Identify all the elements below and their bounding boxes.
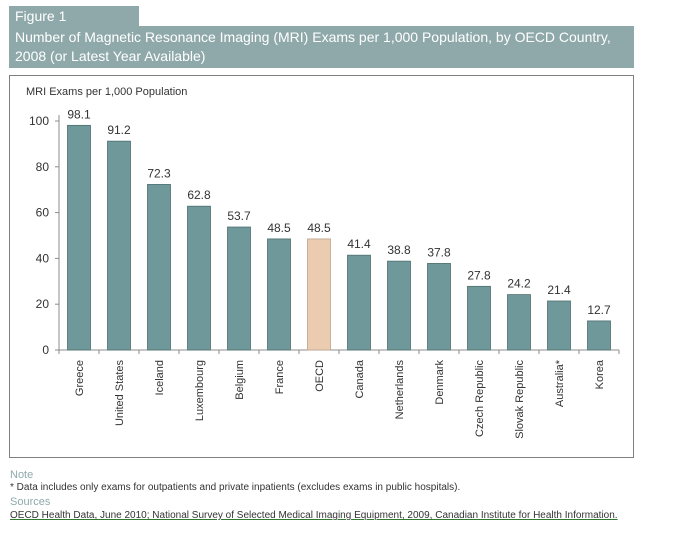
bar-greece xyxy=(67,124,91,351)
bar-slovak-republic xyxy=(507,294,531,351)
bar-value-label: 48.5 xyxy=(307,221,331,235)
y-tick-label: 60 xyxy=(36,206,50,220)
x-category-label: Canada xyxy=(354,359,366,398)
bar-netherlands xyxy=(387,260,411,351)
bar-value-label: 24.2 xyxy=(507,277,531,291)
x-category-label: Czech Republic xyxy=(474,360,486,438)
x-category-label: Denmark xyxy=(434,360,446,405)
bar-oecd xyxy=(307,238,331,351)
x-category-label: Greece xyxy=(74,360,86,396)
bar-belgium xyxy=(227,226,251,351)
bar-value-label: 72.3 xyxy=(147,166,171,180)
y-tick-label: 80 xyxy=(36,160,50,174)
sources-heading: Sources xyxy=(10,496,51,508)
y-tick-label: 0 xyxy=(42,343,49,357)
bar-iceland xyxy=(147,184,171,351)
bar-value-label: 48.5 xyxy=(267,221,291,235)
bar-france xyxy=(267,238,291,351)
bar-value-label: 41.4 xyxy=(347,237,371,251)
bar-value-label: 98.1 xyxy=(67,107,91,121)
note-text: * Data includes only exams for outpatien… xyxy=(10,482,461,493)
x-category-label: Belgium xyxy=(234,360,246,400)
bar-denmark xyxy=(427,263,451,351)
figure-label: Figure 1 xyxy=(9,6,139,26)
bar-korea xyxy=(587,320,611,351)
x-category-label: Australia* xyxy=(554,359,566,407)
bar-value-label: 27.8 xyxy=(467,268,491,282)
y-tick-label: 20 xyxy=(36,297,50,311)
bar-value-label: 53.7 xyxy=(227,209,251,223)
bar-canada xyxy=(347,254,371,351)
bar-value-label: 12.7 xyxy=(587,303,611,317)
sources-text: OECD Health Data, June 2010; National Su… xyxy=(10,510,618,521)
bar-value-label: 62.8 xyxy=(187,188,211,202)
bar-united-states xyxy=(107,140,131,351)
bar-australia xyxy=(547,300,571,351)
y-tick-label: 40 xyxy=(36,251,50,265)
note-heading: Note xyxy=(10,469,34,481)
y-axis-title: MRI Exams per 1,000 Population xyxy=(26,86,187,98)
x-category-label: OECD xyxy=(314,360,326,392)
bar-value-label: 37.8 xyxy=(427,245,451,259)
bar-luxembourg xyxy=(187,205,211,351)
x-category-label: United States xyxy=(114,360,126,427)
x-category-label: Iceland xyxy=(154,360,166,395)
bar-czech-republic xyxy=(467,285,491,351)
x-category-label: Netherlands xyxy=(394,360,406,420)
x-category-label: Luxembourg xyxy=(194,360,206,421)
x-category-label: Korea xyxy=(594,359,606,389)
y-tick-label: 100 xyxy=(29,114,49,128)
figure-title: Number of Magnetic Resonance Imaging (MR… xyxy=(9,26,634,68)
bar-value-label: 21.4 xyxy=(547,283,571,297)
bar-value-label: 38.8 xyxy=(387,243,411,257)
bar-chart: MRI Exams per 1,000 Population 0 20 40 60 80… xyxy=(26,86,620,439)
x-category-label: France xyxy=(274,360,286,394)
chart-frame: MRI Exams per 1,000 Population 0 20 40 60 80… xyxy=(9,75,634,458)
bar-value-label: 91.2 xyxy=(107,123,131,137)
x-category-label: Slovak Republic xyxy=(514,360,526,439)
